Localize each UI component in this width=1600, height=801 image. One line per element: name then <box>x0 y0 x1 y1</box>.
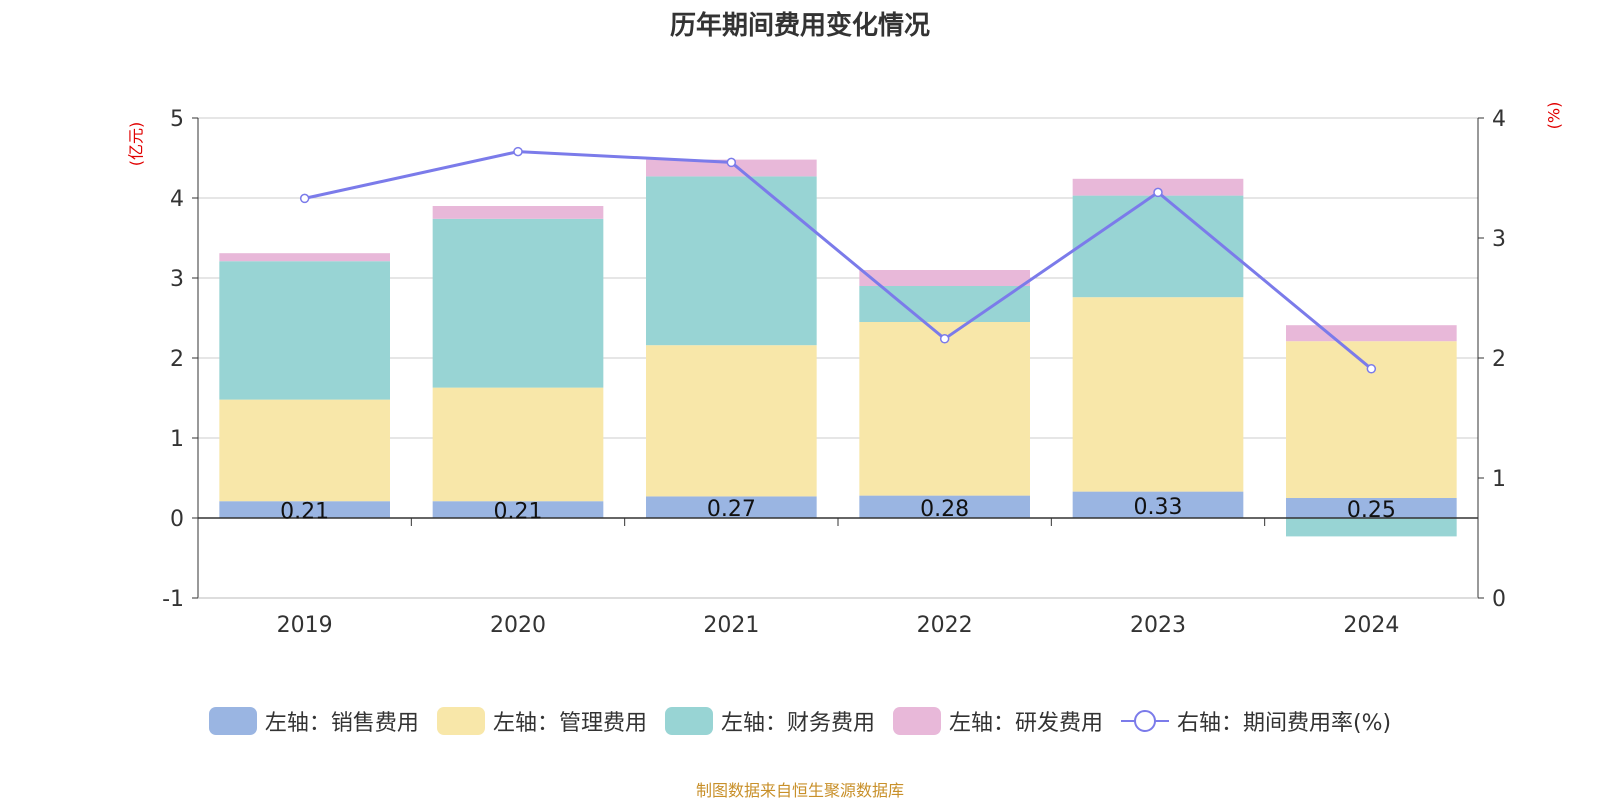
bar-finance-2019 <box>219 261 390 400</box>
legend-label-expense-rate: 右轴：期间费用率(%) <box>1176 711 1392 736</box>
data-label-sales: 0.27 <box>707 497 756 522</box>
bar-sales-2024 <box>1286 498 1457 518</box>
bar-admin-2021 <box>646 345 817 497</box>
left-axis-tick-label: 4 <box>170 187 184 212</box>
data-label-sales: 0.21 <box>494 500 543 525</box>
line-point-2020 <box>513 146 523 157</box>
category-label: 2022 <box>917 613 973 638</box>
bar-admin-2019 <box>219 399 390 502</box>
right-axis-tick-label: 0 <box>1492 587 1506 612</box>
bar-admin-2023 <box>1072 297 1244 492</box>
right-axis-tick-label: 1 <box>1492 467 1506 492</box>
bar-rd-2021 <box>646 159 817 177</box>
right-axis-tick-label: 2 <box>1492 347 1506 372</box>
left-axis-tick-label: -1 <box>162 587 184 612</box>
bar-rd-2020 <box>432 206 604 219</box>
data-label-sales: 0.33 <box>1134 495 1183 520</box>
legend-swatch-sales <box>208 707 257 735</box>
chart-title: 历年期间费用变化情况 <box>669 11 930 41</box>
chart-legend: 左轴：销售费用 左轴：管理费用 左轴：财务费用 左轴：研发费用 右轴：期间费用率… <box>0 705 1600 737</box>
bar-finance-2023 <box>1072 195 1244 298</box>
legend-item-sales[interactable]: 左轴：销售费用 <box>208 705 419 737</box>
legend-item-rd[interactable]: 左轴：研发费用 <box>892 705 1103 737</box>
right-axis-tick-label: 4 <box>1492 107 1506 132</box>
legend-item-expense-rate[interactable]: 右轴：期间费用率(%) <box>1120 705 1392 737</box>
left-axis-tick-label: 0 <box>170 507 184 532</box>
left-axis-tick-label: 1 <box>170 427 184 452</box>
legend-label-finance: 左轴：财务费用 <box>720 711 875 736</box>
left-axis-tick-label: 5 <box>170 107 184 132</box>
bar-sales-2020 <box>432 501 604 518</box>
bar-sales-2023 <box>1072 491 1244 518</box>
bar-sales-2019 <box>219 501 390 518</box>
bar-finance-2022 <box>859 286 1030 322</box>
bar-sales-2021 <box>646 496 817 518</box>
data-label-sales: 0.28 <box>920 497 969 522</box>
line-point-2024 <box>1366 364 1377 374</box>
line-expense-rate <box>304 150 1373 370</box>
left-axis-tick-label: 2 <box>170 347 184 372</box>
line-point-2019 <box>299 193 310 204</box>
left-axis-tick-label: 3 <box>170 267 184 292</box>
legend-swatch-expense-rate <box>1120 707 1169 735</box>
data-label-sales: 0.25 <box>1347 498 1396 523</box>
bar-rd-2024 <box>1286 325 1457 342</box>
bar-sales-2022 <box>859 495 1030 518</box>
category-label: 2021 <box>703 613 759 638</box>
category-label: 2019 <box>277 613 333 638</box>
legend-label-admin: 左轴：管理费用 <box>492 711 647 736</box>
bar-rd-2023 <box>1072 178 1244 196</box>
category-label: 2024 <box>1343 613 1399 638</box>
legend-label-rd: 左轴：研发费用 <box>948 711 1103 736</box>
bar-admin-2022 <box>859 322 1030 496</box>
bar-rd-2019 <box>219 253 390 262</box>
data-source-note: 制图数据来自恒生聚源数据库 <box>695 781 904 800</box>
bar-admin-2020 <box>432 387 604 502</box>
legend-item-admin[interactable]: 左轴：管理费用 <box>436 705 647 737</box>
legend-swatch-admin <box>436 707 485 735</box>
legend-label-sales: 左轴：销售费用 <box>264 711 419 736</box>
line-point-2023 <box>1153 187 1163 198</box>
line-point-2021 <box>726 157 737 168</box>
data-label-sales: 0.21 <box>280 500 329 525</box>
category-label: 2020 <box>490 613 546 638</box>
right-axis-tick-label: 3 <box>1492 227 1506 252</box>
legend-swatch-rd <box>892 707 941 735</box>
bar-finance-2021 <box>646 176 817 346</box>
category-label: 2023 <box>1130 613 1186 638</box>
legend-swatch-finance <box>664 707 713 735</box>
bar-finance-2024 <box>1286 518 1457 537</box>
line-point-2022 <box>939 334 950 344</box>
bar-finance-2020 <box>432 218 604 388</box>
legend-item-finance[interactable]: 左轴：财务费用 <box>664 705 875 737</box>
bar-rd-2022 <box>859 270 1030 286</box>
chart-plot: -1 0 1 2 3 4 5 0 1 2 3 4 2019 2020 2021 2022 2023 2024 0.2… <box>162 107 1506 638</box>
